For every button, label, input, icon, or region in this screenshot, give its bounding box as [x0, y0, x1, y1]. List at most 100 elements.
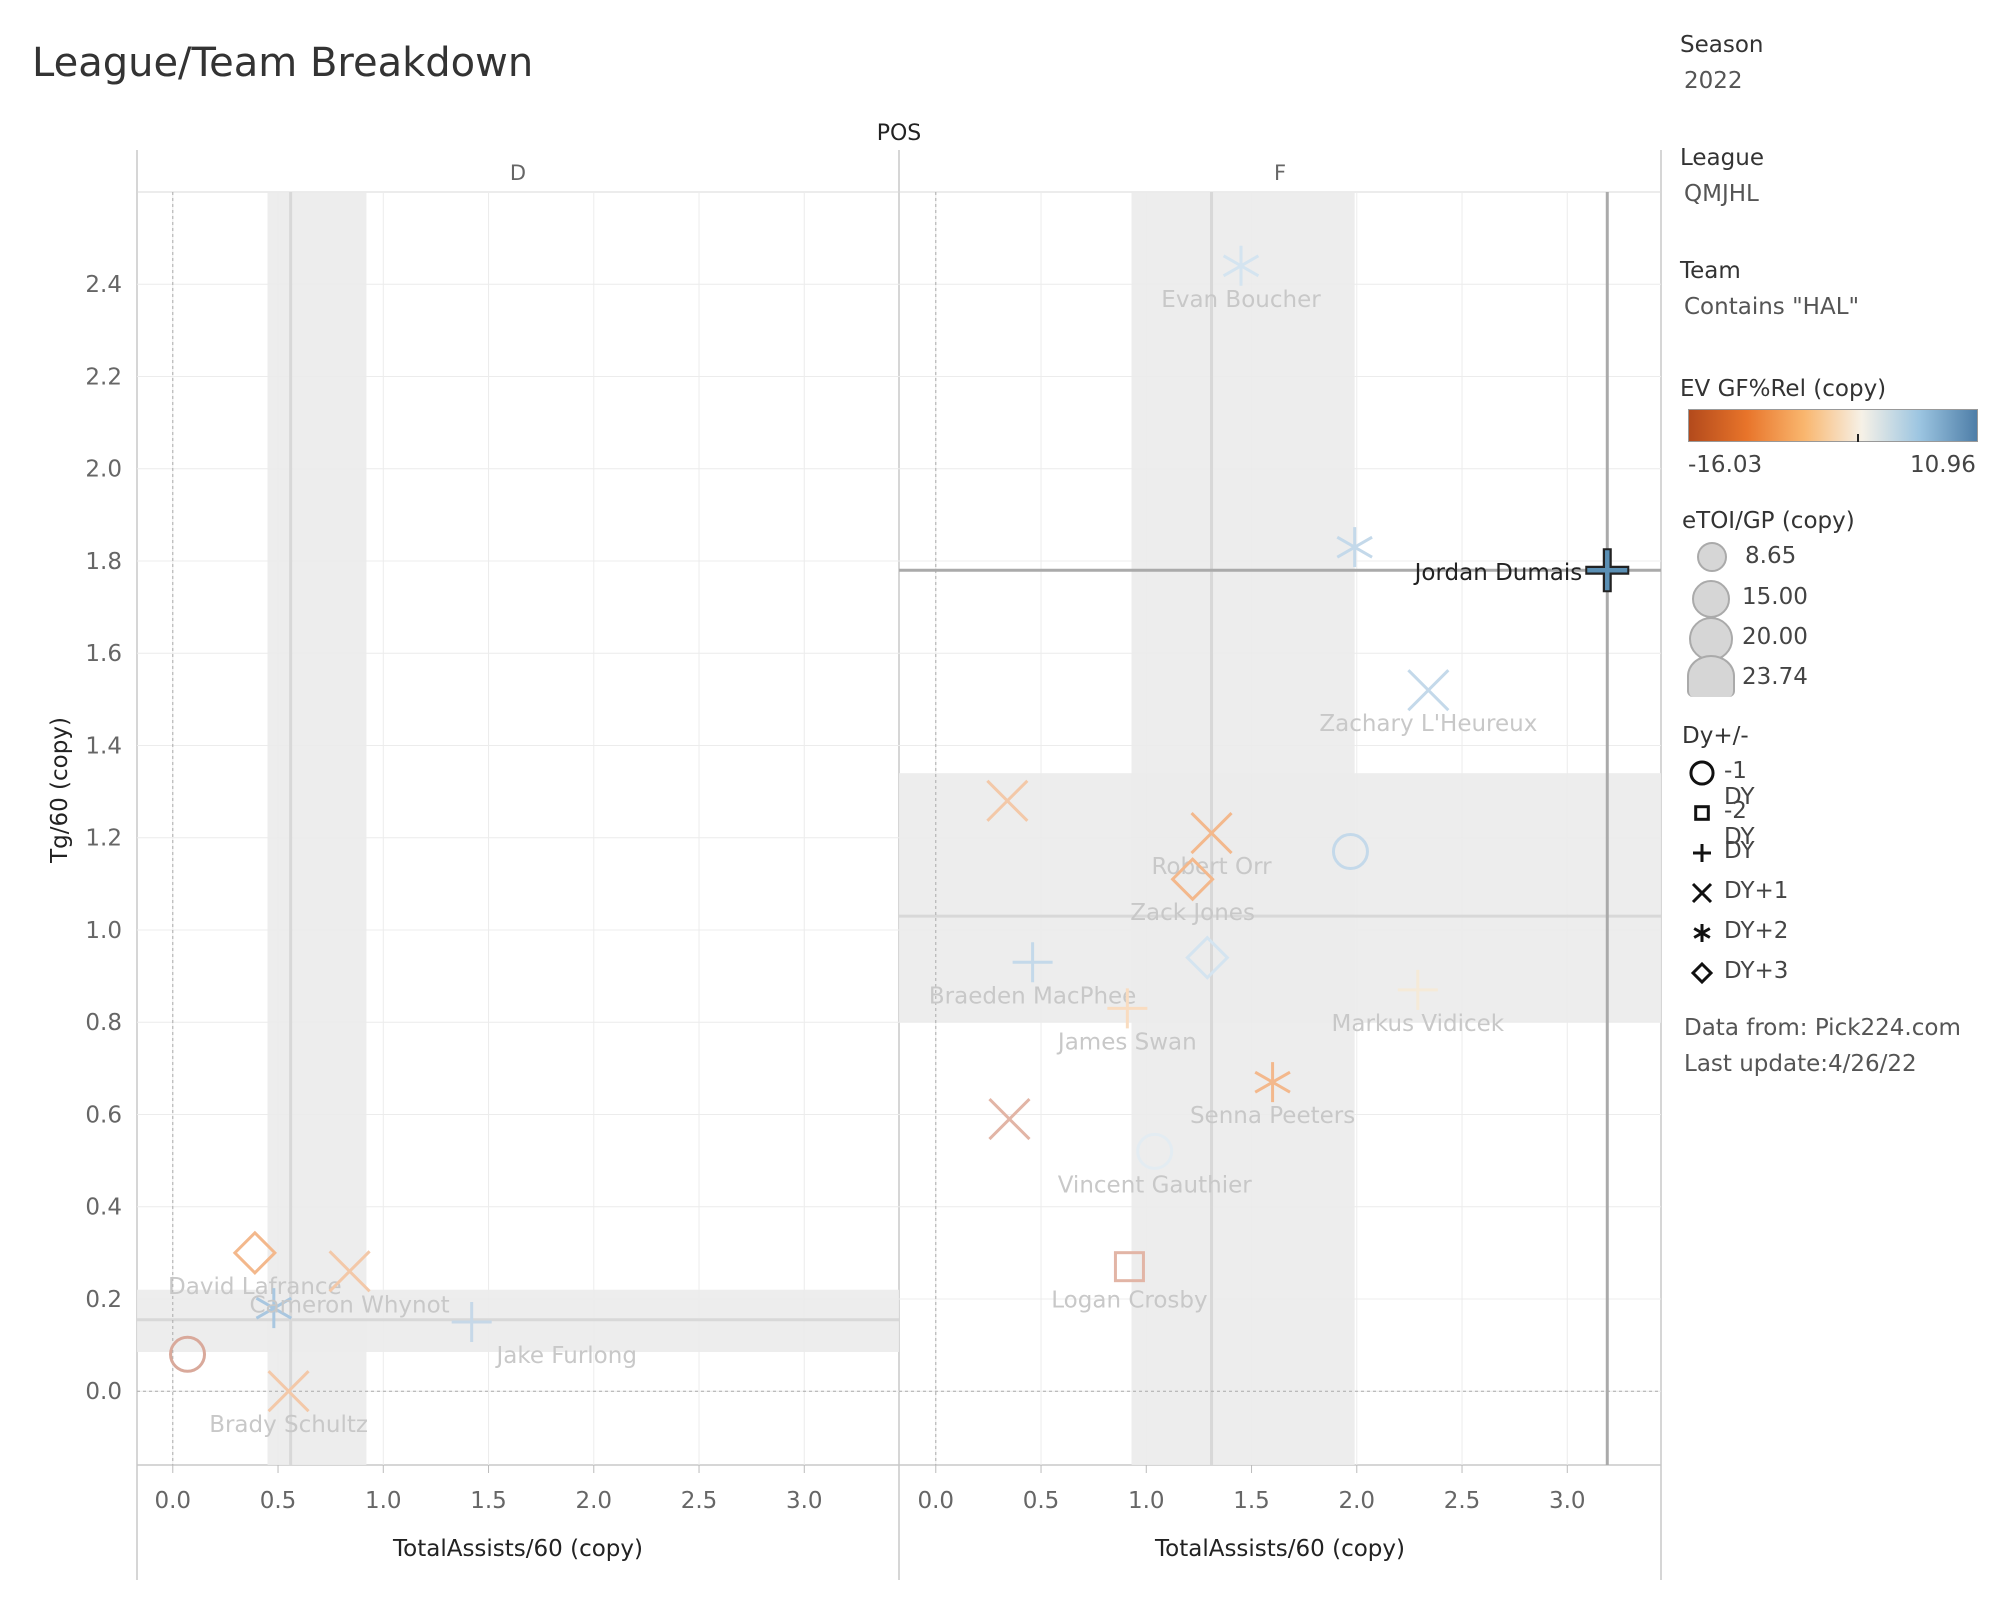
point-marker [1222, 245, 1260, 286]
panel-f: F 0.0 0.5 1.0 1.5 2.0 2.5 3.0 TotalAssists/60 (c… [899, 161, 1661, 1562]
size-legend-circle [1697, 542, 1727, 572]
asterisk-icon [1693, 924, 1711, 942]
x-tick-label: 1.0 [1128, 1488, 1165, 1514]
x-tick-label: 0.0 [917, 1488, 954, 1514]
size-legend-circle [1687, 655, 1735, 697]
x-tick-label: 0.5 [1023, 1488, 1060, 1514]
x-tick-label: 2.0 [575, 1488, 612, 1514]
point-marker [1397, 969, 1438, 1010]
color-legend-title: EV GF%Rel (copy) [1680, 376, 1887, 402]
x-tick-label: 1.5 [1233, 1488, 1270, 1514]
point-label: Jordan Dumais [1413, 560, 1583, 586]
data-point [988, 1098, 1031, 1141]
panel-header: F [1274, 161, 1286, 185]
panel-d: D 0.0 0.5 1.0 1.5 2.0 2.5 3.0 TotalAssists/60 (c… [137, 161, 899, 1562]
point-label: Jake Furlong [494, 1343, 636, 1369]
point-marker [1331, 833, 1369, 871]
size-legend-label: 23.74 [1742, 664, 1808, 690]
point-marker [1107, 988, 1148, 1029]
x-tick-label: 2.5 [1444, 1488, 1481, 1514]
shape-legend-label: DY+2 [1724, 918, 1789, 944]
data-point: Robert Orr [1151, 812, 1272, 880]
point-marker [1113, 1251, 1145, 1283]
point-marker [328, 1250, 371, 1293]
point-marker [232, 1230, 277, 1275]
point-label: Senna Peeters [1190, 1103, 1355, 1129]
legend-shape [1694, 805, 1710, 821]
data-point: Logan Crosby [1051, 1251, 1208, 1314]
point-marker [988, 1098, 1031, 1141]
point-marker [1190, 812, 1233, 855]
point-label: Braeden MacPhee [929, 983, 1136, 1009]
point-label: Vincent Gauthier [1058, 1172, 1253, 1198]
y-tick-label: 1.0 [85, 918, 122, 944]
shape-legend-label: DY+3 [1724, 958, 1789, 984]
filter-team-value[interactable]: Contains "HAL" [1684, 294, 1860, 320]
y-tick-label: 0.0 [85, 1379, 122, 1405]
point-marker [1587, 550, 1628, 591]
x-axis-label: TotalAssists/60 (copy) [392, 1536, 643, 1562]
point-marker [255, 1288, 292, 1329]
legend-shape [1693, 924, 1711, 942]
color-legend-gradient[interactable] [1688, 409, 1978, 442]
data-point: Evan Boucher [1161, 245, 1321, 313]
point-label: Logan Crosby [1051, 1288, 1207, 1314]
legend-shape [1691, 882, 1713, 904]
filter-team-label: Team [1680, 258, 1741, 284]
shape-legend-label: DY+1 [1724, 878, 1789, 904]
x-icon [1691, 882, 1713, 904]
y-tick-label: 0.6 [85, 1102, 122, 1128]
point-label: Cameron Whynot [249, 1292, 449, 1318]
x-tick-label: 0.5 [260, 1488, 297, 1514]
plus-icon [1693, 844, 1711, 862]
y-tick-label: 1.4 [85, 733, 122, 759]
filter-season-value[interactable]: 2022 [1684, 68, 1743, 94]
y-tick-label: 1.6 [85, 641, 122, 667]
x-reference-band [267, 192, 367, 1465]
y-tick-label: 2.4 [85, 272, 122, 298]
square-icon [1694, 805, 1710, 821]
data-point: Jordan Dumais [1413, 548, 1630, 593]
point-label: Markus Vidicek [1332, 1011, 1505, 1037]
point-label: Robert Orr [1151, 854, 1272, 880]
y-tick-label: 2.2 [85, 364, 122, 390]
filter-league-value[interactable]: QMJHL [1684, 181, 1759, 207]
x-tick-label: 3.0 [786, 1488, 823, 1514]
size-legend-label: 8.65 [1745, 543, 1797, 569]
color-legend-max: 10.96 [1910, 452, 1976, 478]
data-source-note: Data from: Pick224.com [1684, 1015, 1961, 1041]
data-point: Senna Peeters [1190, 1062, 1355, 1129]
point-marker [986, 779, 1029, 822]
point-marker [1407, 669, 1450, 712]
data-point: Cameron Whynot [249, 1250, 450, 1318]
point-marker [1170, 857, 1215, 902]
circle-icon [1689, 760, 1715, 786]
shape-legend-label: -2 DY [1724, 798, 1755, 850]
filter-league-label: League [1680, 145, 1764, 171]
y-tick-label: 0.8 [85, 1010, 122, 1036]
size-legend-title: eTOI/GP (copy) [1682, 508, 1855, 534]
point-marker [1012, 942, 1053, 983]
data-point: Jake Furlong [451, 1302, 637, 1369]
x-tick-label: 2.5 [681, 1488, 718, 1514]
point-label: Zachary L'Heureux [1319, 711, 1537, 737]
last-update-note: Last update:4/26/22 [1684, 1051, 1917, 1077]
size-legend-label: 15.00 [1742, 584, 1808, 610]
data-point: Braeden MacPhee [929, 942, 1136, 1009]
point-label: David Lafrance [168, 1274, 342, 1300]
column-header: POS [877, 121, 922, 146]
point-marker [1254, 1062, 1291, 1103]
y-tick-label: 2.0 [85, 457, 122, 483]
x-tick-label: 2.0 [1338, 1488, 1375, 1514]
data-point: James Swan [1056, 988, 1197, 1055]
data-point: David Lafrance [168, 1230, 342, 1300]
point-marker [1185, 935, 1230, 980]
size-legend-label: 20.00 [1742, 624, 1808, 650]
data-point: Zachary L'Heureux [1319, 669, 1537, 737]
point-marker [169, 1335, 207, 1373]
data-point [1331, 833, 1369, 871]
data-point: Markus Vidicek [1332, 969, 1505, 1037]
point-marker [451, 1302, 492, 1343]
y-reference-band [899, 773, 1661, 1023]
